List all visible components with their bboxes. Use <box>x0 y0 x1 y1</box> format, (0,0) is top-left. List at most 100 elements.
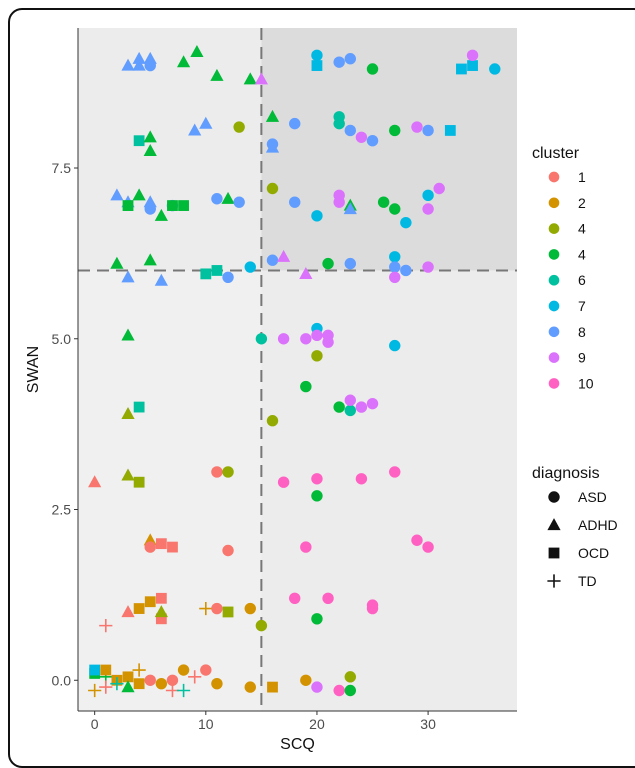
data-point <box>389 203 401 215</box>
data-point <box>199 601 213 616</box>
data-point <box>299 266 313 279</box>
data-point <box>122 671 134 683</box>
data-point <box>211 466 223 478</box>
data-point <box>132 188 146 201</box>
legend-label: 6 <box>578 272 586 288</box>
data-point <box>322 336 334 348</box>
x-tick-label: 30 <box>420 716 436 732</box>
data-point <box>400 216 412 229</box>
data-point <box>300 380 312 393</box>
data-point <box>466 49 479 62</box>
legend-label: 1 <box>578 169 586 185</box>
data-point <box>99 619 113 633</box>
data-point <box>456 63 467 75</box>
legend-diagnosis: diagnosis ASD ADHD OCD TD <box>532 465 618 589</box>
x-axis-title: SCQ <box>280 736 315 753</box>
legend-key <box>548 249 560 260</box>
data-point <box>311 49 323 62</box>
data-point <box>344 124 356 137</box>
legend-label: 2 <box>578 195 586 211</box>
data-point <box>322 592 334 605</box>
data-point <box>211 193 223 205</box>
legend-key <box>548 378 560 389</box>
data-point <box>243 72 257 85</box>
data-point <box>266 254 279 266</box>
data-point <box>121 328 135 341</box>
data-point <box>289 117 301 130</box>
data-point <box>88 475 102 488</box>
data-point <box>121 270 135 283</box>
data-point <box>143 195 157 208</box>
data-point <box>266 415 279 427</box>
data-point <box>154 605 168 618</box>
data-point <box>411 121 423 133</box>
shaded-quadrant-top-right <box>261 28 517 271</box>
data-point <box>110 256 124 269</box>
data-points <box>88 45 501 698</box>
data-point <box>389 466 401 478</box>
data-point <box>121 680 135 693</box>
legend-label: TD <box>578 573 597 589</box>
data-point <box>289 592 301 605</box>
data-point <box>233 121 245 133</box>
data-point <box>277 249 291 262</box>
data-point <box>422 189 434 202</box>
legend-diagnosis-title: diagnosis <box>532 465 600 482</box>
data-point <box>389 271 401 283</box>
data-point <box>389 261 401 273</box>
data-point <box>200 268 212 280</box>
data-point <box>133 603 145 614</box>
data-point <box>122 200 134 211</box>
legend-key <box>548 352 560 363</box>
data-point <box>133 401 145 413</box>
data-point <box>167 541 178 553</box>
data-point <box>88 683 102 698</box>
data-point <box>144 59 156 72</box>
data-point <box>100 664 112 676</box>
data-point <box>211 677 223 690</box>
data-point <box>143 533 157 546</box>
data-point <box>311 329 323 342</box>
data-point <box>200 664 212 676</box>
data-point <box>344 684 356 697</box>
data-point <box>311 350 323 362</box>
data-point <box>333 56 345 68</box>
legend-key <box>548 171 560 183</box>
data-point <box>167 200 178 211</box>
data-point <box>254 72 268 85</box>
data-point <box>344 404 356 417</box>
data-point <box>433 182 445 195</box>
data-point <box>143 51 157 64</box>
data-point <box>132 51 146 64</box>
data-point <box>389 124 401 137</box>
data-point <box>121 406 135 419</box>
legend-key <box>548 491 560 503</box>
data-point <box>155 613 167 625</box>
legend-label: 9 <box>578 350 586 366</box>
data-point <box>143 130 157 143</box>
legend-key <box>548 547 560 559</box>
legend-label: ADHD <box>578 517 618 533</box>
data-point <box>176 55 191 68</box>
legend-key <box>548 326 560 338</box>
data-point <box>144 596 156 608</box>
y-axis-title: SWAN <box>25 346 42 393</box>
data-point <box>366 599 379 611</box>
data-point <box>422 124 434 137</box>
legend-label: OCD <box>578 545 609 561</box>
data-point <box>344 394 356 406</box>
y-tick-label: 2.5 <box>52 502 72 518</box>
x-tick-label: 10 <box>198 716 214 732</box>
data-point <box>355 473 368 485</box>
data-point <box>154 273 168 286</box>
data-point <box>110 677 124 691</box>
shaded-quadrant-top-left <box>78 28 262 271</box>
data-point <box>311 490 323 502</box>
legend-key <box>548 197 560 209</box>
data-point <box>333 117 345 130</box>
data-point <box>144 203 156 215</box>
legend-key <box>548 223 560 234</box>
data-point <box>144 674 156 686</box>
data-point <box>155 677 168 690</box>
